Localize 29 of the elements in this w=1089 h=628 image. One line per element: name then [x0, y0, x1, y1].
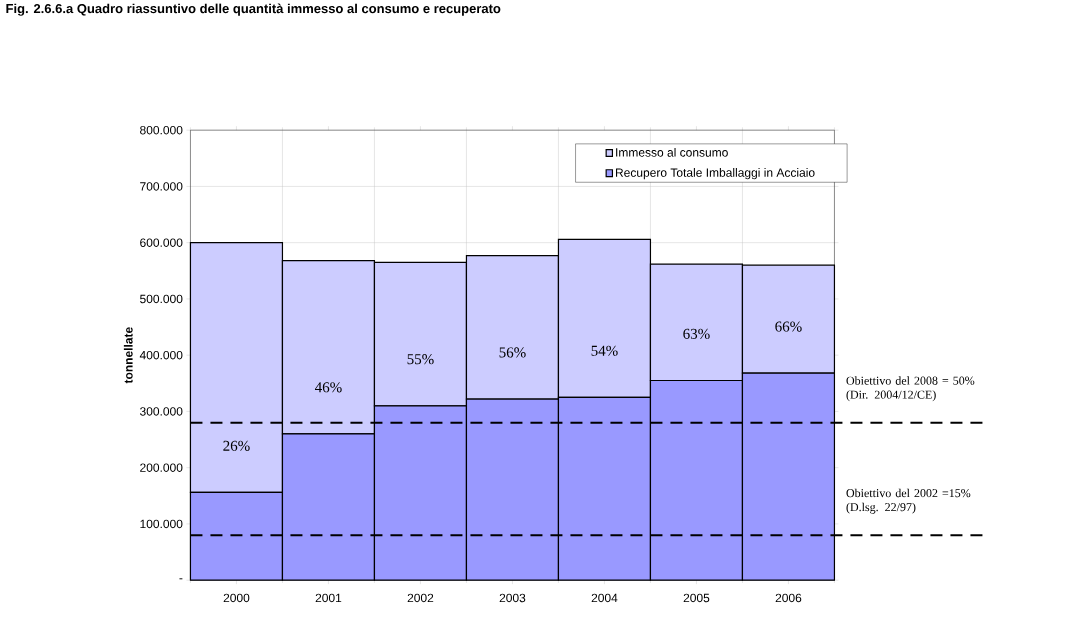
- annotation: 56%: [499, 347, 526, 358]
- y-tick-label: 100.000: [140, 519, 183, 529]
- y-tick-label: 300.000: [139, 407, 183, 416]
- annotation: 46%: [315, 382, 342, 393]
- x-tick-label: 2004: [591, 593, 618, 603]
- x-tick-label: 2006: [775, 593, 802, 603]
- annotation: Obiettivo del 2008 = 50% (Dir. 2004/12/CE): [846, 376, 975, 402]
- x-tick-label: 2000: [223, 593, 250, 603]
- x-tick-label: 2005: [683, 593, 710, 603]
- x-tick-label: 2002: [407, 593, 434, 603]
- y-tick-label: 500.000: [140, 294, 183, 304]
- x-tick-label: 2001: [315, 593, 342, 603]
- x-tick-label: 2003: [499, 593, 526, 603]
- annotation: 63%: [683, 328, 710, 339]
- chart-title: Fig. 2.6.6.a Quadro riassuntivo delle quantità immesso al consumo e recuperato: [6, 3, 501, 16]
- y-tick-label: 700.000: [140, 182, 183, 191]
- y-axis-title: tonnellate: [123, 327, 133, 384]
- legend-label: Recupero Totale Imballaggi in Acciaio: [616, 168, 815, 180]
- y-tick-label: 200.000: [140, 463, 183, 472]
- y-tick-label: -: [179, 578, 183, 580]
- annotation: 54%: [591, 345, 618, 356]
- y-tick-label: 600.000: [140, 238, 183, 247]
- y-tick-label: 400.000: [139, 350, 183, 360]
- legend-label: Immesso al consumo: [616, 147, 728, 157]
- annotation: Obiettivo del 2002 =15% (D.lsg. 22/97): [846, 488, 971, 514]
- annotation: 55%: [407, 354, 434, 365]
- y-tick-label: 800.000: [140, 125, 183, 135]
- annotation: 66%: [775, 321, 802, 332]
- annotation: 26%: [223, 440, 250, 451]
